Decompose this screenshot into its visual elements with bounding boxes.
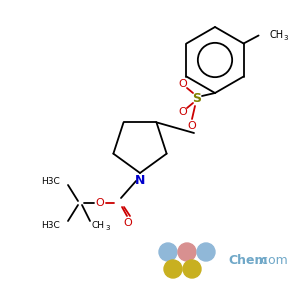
Text: 3: 3 <box>284 34 288 40</box>
Text: S: S <box>193 92 202 104</box>
Text: H3C: H3C <box>41 176 60 185</box>
Text: Chem: Chem <box>228 254 268 266</box>
Circle shape <box>197 243 215 261</box>
Text: O: O <box>188 121 196 131</box>
Text: CH: CH <box>270 29 284 40</box>
Text: H3C: H3C <box>41 220 60 230</box>
Circle shape <box>159 243 177 261</box>
Text: O: O <box>96 198 104 208</box>
Text: 3: 3 <box>105 225 110 231</box>
Text: CH: CH <box>92 220 105 230</box>
Text: N: N <box>135 174 145 187</box>
Text: .com: .com <box>258 254 289 266</box>
Text: O: O <box>178 107 188 117</box>
Circle shape <box>178 243 196 261</box>
Text: O: O <box>124 218 132 228</box>
Text: O: O <box>178 79 188 89</box>
Circle shape <box>183 260 201 278</box>
Circle shape <box>164 260 182 278</box>
